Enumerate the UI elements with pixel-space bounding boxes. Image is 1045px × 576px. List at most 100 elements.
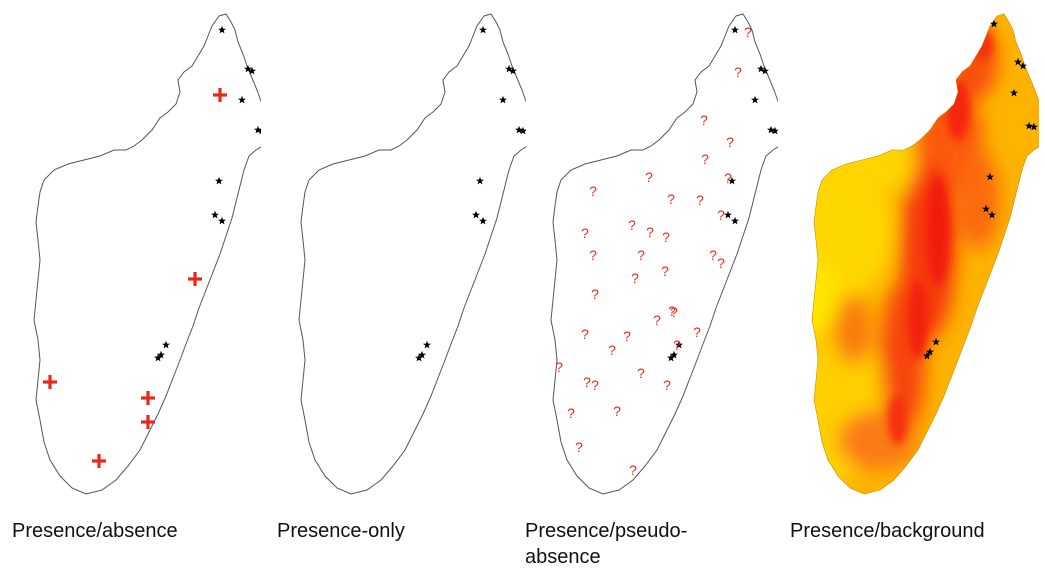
presence-star-marker xyxy=(157,350,165,359)
presence-points xyxy=(667,25,778,362)
pseudo-absence-question-marker: ? xyxy=(724,170,732,186)
pseudo-absence-question-marker: ? xyxy=(591,286,599,302)
presence-star-marker xyxy=(926,347,934,356)
presence-star-marker xyxy=(211,210,219,219)
presence-star-marker xyxy=(499,95,507,104)
pseudo-absence-question-marker: ? xyxy=(668,303,676,319)
presence-star-marker xyxy=(472,210,480,219)
madagascar-map-presence-absence xyxy=(33,13,261,495)
presence-star-marker xyxy=(751,95,759,104)
pseudo-absence-question-marker: ? xyxy=(637,365,645,381)
presence-star-marker xyxy=(724,210,732,219)
presence-star-marker xyxy=(1025,121,1033,130)
panel-caption: Presence/absence xyxy=(12,520,178,542)
presence-star-marker xyxy=(670,350,678,359)
madagascar-map-presence-only xyxy=(298,13,526,495)
panel-caption: Presence/background xyxy=(790,520,985,542)
pseudo-absence-question-marker: ? xyxy=(589,247,597,263)
presence-star-marker xyxy=(244,64,252,73)
absence-plus-marker xyxy=(92,454,106,468)
pseudo-absence-question-marker: ? xyxy=(623,328,631,344)
presence-star-marker xyxy=(479,216,487,225)
pseudo-absence-question-marker: ? xyxy=(589,183,597,199)
pseudo-absence-question-marker: ? xyxy=(628,217,636,233)
presence-star-marker xyxy=(479,25,487,34)
presence-star-marker xyxy=(771,126,778,135)
presence-star-marker xyxy=(932,337,940,346)
presence-star-marker xyxy=(415,353,423,362)
absence-plus-marker xyxy=(188,272,202,286)
pseudo-absence-question-marker: ? xyxy=(581,225,589,241)
pseudo-absence-question-marker: ? xyxy=(608,342,616,358)
pseudo-absence-question-marker: ? xyxy=(575,439,583,455)
presence-star-marker xyxy=(1030,122,1038,131)
island-outline xyxy=(298,13,526,495)
presence-star-marker xyxy=(238,95,246,104)
pseudo-absence-question-marker: ? xyxy=(645,169,653,185)
presence-star-marker xyxy=(1014,57,1022,66)
pseudo-absence-question-marker: ? xyxy=(631,270,639,286)
absence-plus-marker xyxy=(213,88,227,102)
pseudo-absence-question-marker: ? xyxy=(555,359,563,375)
absence-plus-marker xyxy=(43,375,57,389)
presence-star-marker xyxy=(728,176,736,185)
pseudo-absence-question-marker: ? xyxy=(709,247,717,263)
presence-star-marker xyxy=(258,129,261,135)
pseudo-absence-question-marker: ? xyxy=(567,405,575,421)
presence-star-marker xyxy=(767,125,775,134)
presence-star-marker xyxy=(982,204,990,213)
presence-star-marker xyxy=(418,350,426,359)
presence-star-marker xyxy=(423,340,431,349)
island-outline xyxy=(550,13,778,495)
presence-star-marker xyxy=(162,340,170,349)
presence-star-marker xyxy=(923,351,931,360)
pseudo-absence-question-marker: ? xyxy=(696,192,704,208)
pseudo-absence-question-marker: ? xyxy=(653,312,661,328)
pseudo-absence-question-marker: ? xyxy=(670,304,678,320)
pseudo-absence-question-marker: ? xyxy=(734,64,742,80)
presence-star-marker xyxy=(215,176,223,185)
pseudo-absence-question-marker: ? xyxy=(717,207,725,223)
presence-star-marker xyxy=(988,210,996,219)
pseudo-absence-question-marker: ? xyxy=(700,112,708,128)
pseudo-absence-question-marker: ? xyxy=(591,377,599,393)
presence-star-marker xyxy=(218,216,226,225)
madagascar-map-presence-pseudo-absence: ??????????????????????????????????????? xyxy=(550,13,778,495)
pseudo-absence-question-marker: ? xyxy=(662,229,670,245)
pseudo-absence-question-marker: ? xyxy=(667,191,675,207)
absence-points xyxy=(43,88,227,468)
pseudo-absence-question-marker: ? xyxy=(661,263,669,279)
presence-star-marker xyxy=(476,176,484,185)
presence-points xyxy=(923,19,1038,360)
panel-presence-background: Presence/background xyxy=(778,0,1039,576)
presence-star-marker xyxy=(761,66,769,75)
pseudo-absence-question-marker: ? xyxy=(629,462,637,478)
presence-star-marker xyxy=(757,64,765,73)
presence-star-marker xyxy=(248,66,256,75)
presence-star-marker xyxy=(509,66,517,75)
pseudo-absence-question-marker: ? xyxy=(673,337,681,353)
presence-points xyxy=(415,25,526,362)
presence-star-marker xyxy=(1019,61,1027,70)
absence-plus-marker xyxy=(141,391,155,405)
absence-plus-marker xyxy=(141,415,155,429)
presence-star-marker xyxy=(986,172,994,181)
presence-star-marker xyxy=(218,25,226,34)
pseudo-absence-question-marker: ? xyxy=(613,403,621,419)
pseudo-absence-question-marker: ? xyxy=(701,151,709,167)
panel-caption: Presence-only xyxy=(277,520,405,542)
presence-star-marker xyxy=(731,216,739,225)
pseudo-absence-question-marker: ? xyxy=(726,134,734,150)
pseudo-absence-question-marker: ? xyxy=(663,377,671,393)
panel-presence-pseudo-absence: ??????????????????????????????????????? … xyxy=(517,0,778,576)
pseudo-absence-question-marker: ? xyxy=(744,24,752,40)
presence-star-marker xyxy=(667,353,675,362)
pseudo-absence-question-marker: ? xyxy=(646,224,654,240)
pseudo-absence-question-marker: ? xyxy=(717,255,725,271)
pseudo-absence-question-marker: ? xyxy=(637,247,645,263)
presence-star-marker xyxy=(731,25,739,34)
panel-presence-absence: Presence/absence xyxy=(0,0,261,576)
presence-star-marker xyxy=(1010,88,1018,97)
madagascar-map-presence-background xyxy=(811,13,1039,495)
pseudo-absence-points: ??????????????????????????????????????? xyxy=(555,24,752,478)
